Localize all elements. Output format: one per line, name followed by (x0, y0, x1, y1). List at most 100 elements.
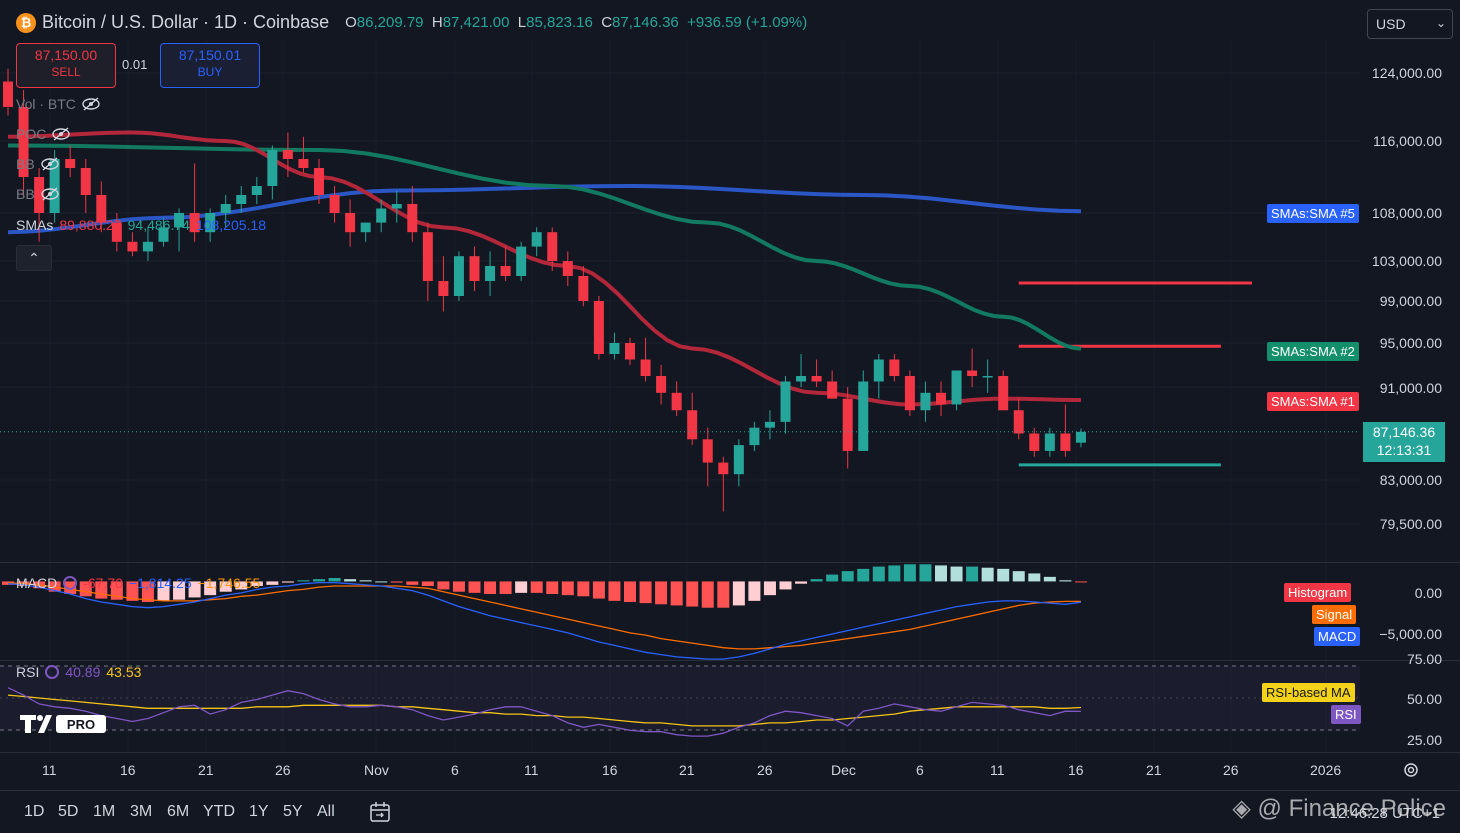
time-axis-label: 26 (757, 762, 773, 778)
macd-histogram-bar (250, 581, 263, 586)
rsi-ma-value: 43.53 (106, 664, 142, 680)
candle-body (640, 359, 651, 376)
macd-histogram-bar (903, 564, 916, 582)
utc-clock[interactable]: 12:46:28 UTC+1 (1329, 805, 1441, 822)
macd-histogram-bar (608, 581, 621, 601)
macd-histogram-bar (857, 568, 870, 582)
macd-histogram-bar (624, 581, 636, 602)
rsi-legend[interactable]: RSI 40.89 43.53 (16, 664, 141, 680)
settings-gear-icon[interactable] (1402, 761, 1420, 779)
eye-hidden-icon[interactable] (40, 157, 59, 171)
rsi-tag: RSI (1331, 705, 1361, 724)
timeframe-button-5y[interactable]: 5Y (283, 803, 303, 820)
macd-label: MACD (16, 575, 58, 591)
price-axis-label: 116,000.00 (1372, 133, 1442, 149)
candle-body (656, 376, 667, 393)
macd-histogram-bar (872, 566, 885, 582)
currency-select[interactable]: USD ⌄ (1367, 9, 1453, 39)
candle-body (205, 213, 216, 233)
rsi-ma-tag: RSI-based MA (1262, 683, 1355, 702)
candle-body (1075, 431, 1086, 443)
rsi-line (7, 687, 1082, 737)
macd-histogram-bar (313, 579, 325, 582)
candle-body (873, 359, 884, 382)
sma5-tag: SMAs:SMA #5 (1267, 204, 1359, 223)
macd-pane (2, 564, 1087, 660)
time-axis-label: 21 (1146, 762, 1162, 778)
sma5-line (7, 183, 1082, 235)
candles (3, 68, 1086, 512)
timeframe-button-1y[interactable]: 1Y (249, 803, 269, 820)
candle-body (345, 213, 356, 233)
time-axis-label: 16 (120, 762, 136, 778)
time-axis-label: 6 (916, 762, 924, 778)
candle-body (858, 381, 869, 451)
candle-body (500, 266, 511, 276)
macd-histogram-bar (577, 581, 590, 597)
timeframe-button-1d[interactable]: 1D (24, 803, 45, 820)
indicator-settings-icon[interactable] (45, 665, 60, 679)
candle-body (702, 439, 713, 463)
macd-histogram-bar (935, 565, 947, 582)
candle-body (749, 427, 760, 446)
candle-body (733, 445, 744, 475)
macd-histogram-bar (686, 581, 699, 607)
timeframe-button-all[interactable]: All (317, 803, 335, 820)
candle-countdown: 12:13:31 (1376, 442, 1432, 458)
macd-histogram-bar (499, 581, 512, 594)
indicator-bb-2[interactable]: BB (16, 186, 59, 202)
indicator-bb-1[interactable]: BB (16, 156, 59, 172)
calendar-range-icon[interactable] (368, 800, 392, 824)
macd-histogram-bar (919, 564, 932, 582)
time-axis-label: 6 (451, 762, 459, 778)
candle-body (485, 266, 496, 281)
sell-button[interactable]: 87,150.00 SELL (16, 43, 116, 88)
macd-histogram-bar (344, 579, 357, 582)
macd-histogram-bar (1043, 576, 1056, 582)
macd-histogram-bar (188, 581, 201, 598)
horizontal-price-lines (1018, 281, 1252, 467)
macd-histogram-bar (530, 581, 543, 593)
macd-histogram-bar (297, 580, 310, 582)
indicator-poc[interactable]: POC (16, 126, 71, 142)
pane-separator[interactable] (0, 660, 1460, 661)
candle-body (951, 370, 962, 405)
candle-body (80, 168, 91, 195)
candle-body (1044, 433, 1055, 451)
eye-hidden-icon[interactable] (82, 97, 100, 111)
time-axis-label: 16 (1068, 762, 1084, 778)
indicator-volume[interactable]: Vol · BTC (16, 96, 100, 112)
sma2-value: 94,486.74 (127, 217, 190, 233)
rsi-axis-label: 25.00 (1406, 732, 1442, 748)
price-axis-label: 103,000.00 (1371, 253, 1442, 269)
macd-signal-value: −1,746.55 (197, 575, 261, 591)
timeframe-button-6m[interactable]: 6M (167, 803, 190, 820)
pane-separator[interactable] (0, 562, 1460, 563)
tradingview-logo[interactable]: PRO (18, 711, 108, 737)
eye-hidden-icon[interactable] (52, 127, 71, 141)
rsi-axis-label: 75.00 (1406, 651, 1442, 667)
indicator-smas[interactable]: SMAs 89,880.27 94,486.74 108,205.18 (16, 217, 266, 233)
macd-histogram-bar (1059, 580, 1072, 582)
price-axis-label: 108,000.00 (1371, 205, 1442, 221)
timeframe-button-ytd[interactable]: YTD (203, 803, 235, 820)
candle-body (547, 232, 558, 261)
symbol-title[interactable]: Bitcoin / U.S. Dollar · 1D · Coinbase (42, 12, 330, 32)
collapse-legend-button[interactable]: ⌃ (16, 245, 52, 271)
timeframe-button-1m[interactable]: 1M (93, 803, 116, 820)
timeframe-button-3m[interactable]: 3M (130, 803, 153, 820)
indicator-smas-label: SMAs (16, 217, 54, 233)
timeframe-button-5d[interactable]: 5D (58, 803, 79, 820)
eye-hidden-icon[interactable] (40, 187, 59, 201)
currency-value: USD (1376, 16, 1406, 32)
sma2-tag: SMAs:SMA #2 (1267, 342, 1359, 361)
macd-histogram-bar (126, 581, 139, 601)
candle-body (811, 376, 822, 382)
macd-legend[interactable]: MACD -67.70 −1,814.25 −1,746.55 (16, 575, 260, 591)
candle-body (360, 222, 371, 233)
indicator-settings-icon[interactable] (63, 576, 78, 590)
buy-button[interactable]: 87,150.01 BUY (160, 43, 260, 88)
candle-body (251, 186, 262, 195)
candle-body (314, 168, 324, 195)
